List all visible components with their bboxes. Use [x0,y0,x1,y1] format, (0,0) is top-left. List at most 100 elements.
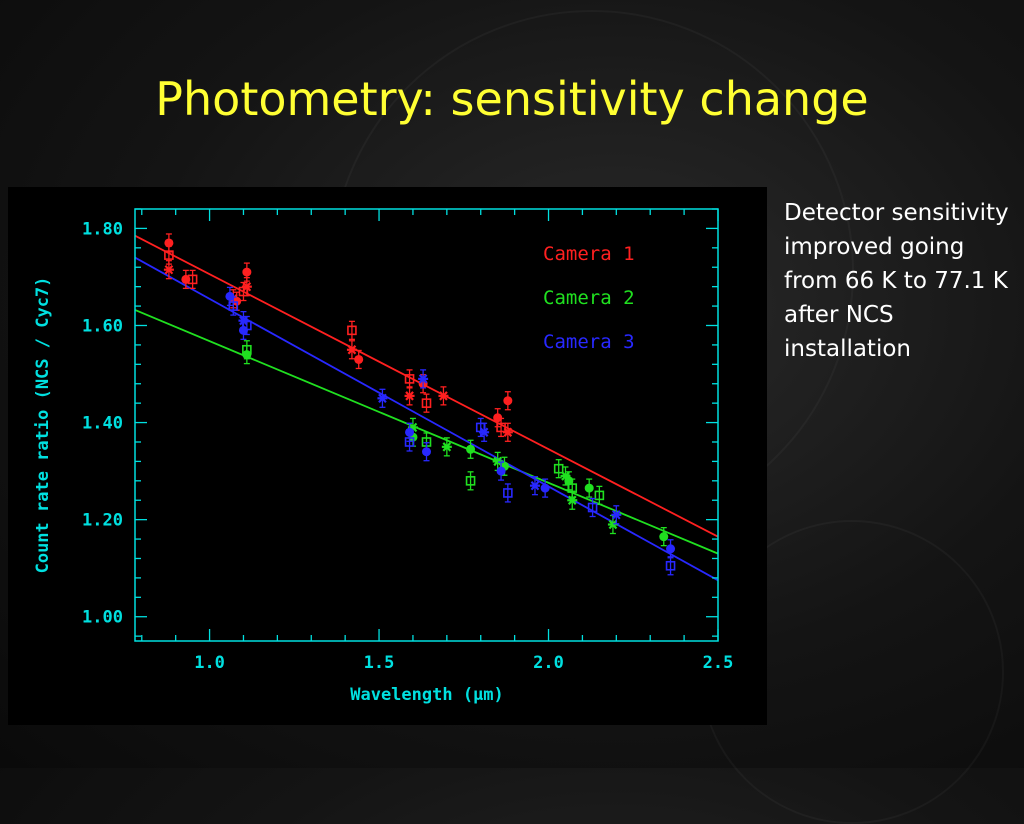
marker-star [405,391,414,401]
marker-circle [422,447,431,457]
data-point [479,422,490,442]
marker-circle [164,238,174,248]
marker-square [665,560,676,571]
marker-star [347,345,357,355]
data-point [354,349,364,370]
data-point [418,369,429,389]
y-tick-labels: 1.00 1.20 1.40 1.60 1.80 [82,219,123,627]
scatter-chart: 1.00 1.20 1.40 1.60 1.80 1.0 1.5 2.0 2.5 Wavele… [33,208,733,705]
data-point [665,556,676,576]
axis-ticks [135,208,719,641]
data-point [567,490,578,510]
marker-circle [405,427,415,437]
legend-entry: Camera 3 [543,331,635,353]
marker-circle [232,296,242,306]
plot-frame [134,208,719,642]
marker-square [164,250,174,260]
y-tick-label: 1.40 [82,414,123,434]
data-point [611,505,622,525]
marker-square [553,463,564,474]
x-tick-label: 1.0 [194,653,225,673]
marker-circle [466,444,476,454]
data-point [587,497,598,518]
marker-circle [225,291,235,301]
marker-star [239,315,248,326]
marker-square [187,274,198,285]
y-tick-label: 1.20 [82,511,123,531]
marker-star [439,391,448,401]
data-point [187,269,198,290]
marker-square [421,398,432,408]
marker-square [242,344,252,355]
marker-square [228,301,239,311]
marker-star [164,264,174,275]
data-point [496,461,506,481]
data-point [503,483,513,503]
legend: Camera 1 Camera 2 Camera 3 [543,243,635,353]
legend-entry: Camera 2 [543,287,635,309]
fit-line-camera-2 [134,309,719,555]
fit-line-camera-3 [134,256,719,582]
marker-circle [503,396,513,406]
x-tick-labels: 1.0 1.5 2.0 2.5 [194,653,733,673]
side-description: Detector sensitivity improved going from… [784,200,1009,362]
data-point [228,296,239,316]
data-point [346,340,357,360]
marker-star [608,519,618,530]
marker-star [493,456,503,467]
y-axis-label: Count rate ratio (NCS / Cyc7) [33,277,53,574]
x-tick-label: 2.5 [703,653,734,673]
marker-circle [666,544,676,554]
marker-star [378,393,387,404]
marker-square [242,320,252,331]
data-point [441,437,452,457]
data-point [404,369,415,389]
data-point [503,391,513,411]
data-point [421,393,432,413]
data-point [242,340,252,360]
data-point [529,476,540,496]
data-point [659,526,669,547]
data-point [347,320,357,340]
data-points [163,233,676,576]
marker-star [479,427,489,438]
data-point [163,260,174,280]
y-tick-label: 1.80 [82,219,123,239]
x-axis-label: Wavelength (μm) [350,685,504,705]
marker-circle [659,532,669,542]
data-point [404,386,415,406]
marker-star [418,374,428,384]
marker-square [503,488,513,498]
marker-circle [584,483,594,493]
data-point [404,432,415,452]
marker-square [496,422,506,433]
legend-entry: Camera 1 [543,243,635,265]
marker-circle [354,354,364,364]
marker-star [442,442,452,452]
marker-circle [238,325,248,335]
marker-circle [496,466,506,476]
data-point [466,439,476,459]
marker-star [530,480,540,491]
data-point [377,388,388,408]
marker-square [404,437,415,447]
data-point [242,315,252,336]
marker-star [242,281,252,292]
marker-star [611,510,621,520]
data-point [438,386,449,406]
marker-star [561,471,570,481]
data-point [496,417,506,438]
y-tick-label: 1.00 [82,608,123,628]
marker-square [465,476,476,486]
data-point [584,478,594,498]
data-point [492,451,503,472]
data-point [540,478,550,498]
data-point [465,471,476,491]
x-tick-label: 1.5 [364,653,395,673]
marker-square [347,325,357,336]
data-point [242,262,252,282]
y-tick-label: 1.60 [82,316,123,336]
marker-circle [242,267,252,277]
marker-star [567,495,577,505]
data-point [422,442,431,462]
